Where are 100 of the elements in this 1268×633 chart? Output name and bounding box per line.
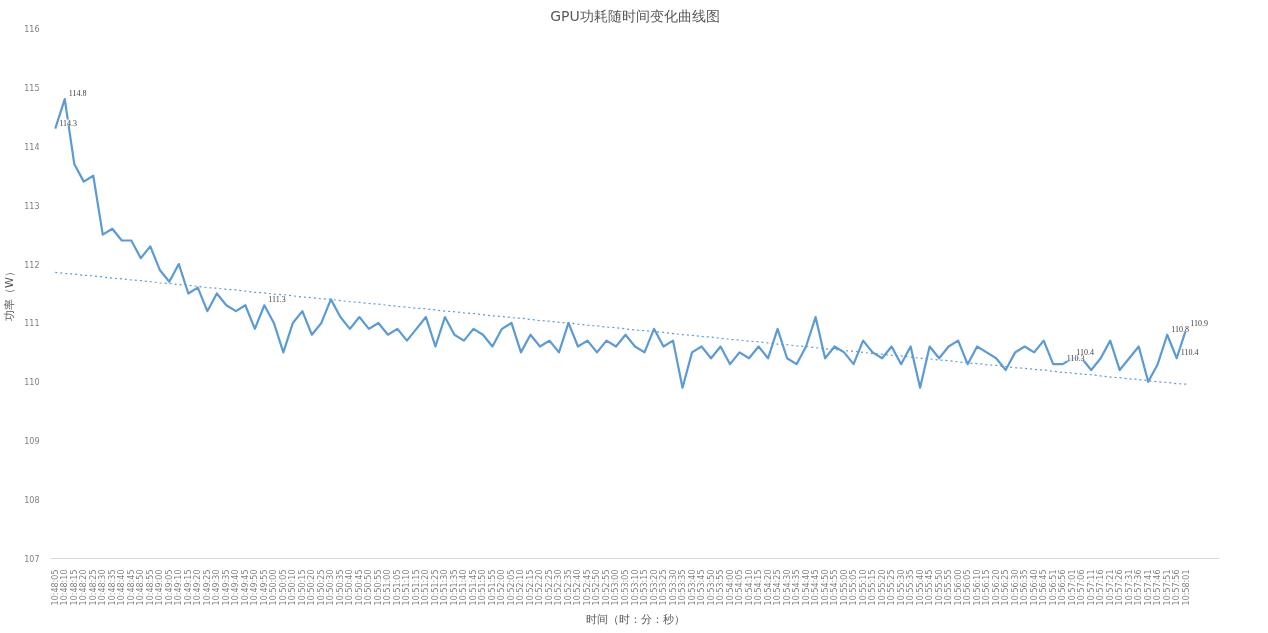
x-tick-label: 10:55:25 [887,569,897,606]
x-tick-label: 10:49:05 [164,569,174,606]
x-tick-label: 10:48:20 [79,569,89,606]
x-tick-label: 10:55:00 [839,569,849,606]
x-tick-label: 10:56:56 [1058,569,1068,606]
x-tick-label: 10:50:50 [364,569,374,606]
x-tick-label: 10:54:20 [763,569,773,606]
x-tick-label: 10:57:06 [1077,569,1087,606]
x-tick-label: 10:55:45 [925,569,935,606]
x-tick-label: 10:49:35 [221,569,231,606]
x-tick-label: 10:48:50 [136,569,146,606]
x-tick-label: 10:53:05 [621,569,630,606]
x-tick-label: 10:52:25 [544,569,554,606]
x-tick-label: 10:49:40 [231,569,241,606]
x-tick-label: 10:50:35 [335,569,345,606]
x-tick-label: 10:54:10 [744,569,754,606]
x-tick-label: 10:53:10 [630,569,640,606]
x-tick-label: 10:53:15 [640,569,649,606]
x-tick-label: 10:52:30 [554,569,564,606]
x-tick-label: 10:48:45 [126,569,136,606]
x-tick-label: 10:53:50 [706,569,716,606]
x-tick-label: 10:50:55 [373,569,383,606]
x-tick-label: 10:53:20 [649,569,659,606]
y-tick-label: 111 [24,319,40,329]
y-axis-title: 功率（W） [3,266,17,321]
x-tick-label: 10:56:40 [1029,569,1039,606]
x-tick-label: 10:51:50 [478,569,488,606]
x-tick-label: 10:57:11 [1086,569,1096,606]
x-tick-label: 10:51:40 [459,569,469,606]
x-tick-label: 10:49:30 [212,569,222,606]
y-tick-label: 113 [24,201,40,211]
x-tick-label: 10:53:55 [716,569,726,606]
x-tick-label: 10:56:30 [1010,569,1020,606]
x-tick-label: 10:50:45 [354,569,364,606]
x-tick-label: 10:48:40 [117,569,127,606]
x-tick-label: 10:54:50 [820,569,830,606]
y-tick-label: 110 [24,378,40,388]
x-tick-label: 10:49:50 [250,569,260,606]
data-label: 111.3 [268,295,286,305]
x-tick-label: 10:56:51 [1048,569,1058,606]
x-tick-label: 10:51:15 [411,569,421,606]
x-tick-label: 10:55:05 [849,569,859,606]
x-tick-label: 10:55:15 [868,569,878,606]
y-tick-label: 115 [24,83,40,93]
x-tick-label: 10:49:55 [259,569,269,606]
x-axis-title: 时间（时：分：秒） [585,613,685,627]
x-tick-label: 10:53:35 [678,569,688,606]
x-tick-label: 10:49:20 [193,569,203,606]
y-tick-label: 107 [24,555,40,564]
x-tick-label: 10:57:46 [1153,569,1163,606]
x-tick-label: 10:52:15 [525,569,535,606]
x-tick-label: 10:51:35 [449,569,459,606]
x-tick-label: 10:55:40 [915,569,925,606]
x-tick-label: 10:48:05 [50,569,60,606]
x-tick-label: 10:57:26 [1115,569,1125,606]
x-tick-label: 10:52:20 [535,569,545,606]
x-tick-label: 10:54:25 [773,569,783,606]
y-tick-label: 109 [24,437,40,447]
x-tick-label: 10:57:56 [1172,569,1182,606]
x-tick-label: 10:57:16 [1096,569,1106,606]
x-tick-label: 10:55:55 [944,569,954,606]
x-tick-label: 10:55:10 [858,569,868,606]
chart-title: GPU功耗随时间变化曲线图 [550,7,720,24]
data-label: 110.9 [1190,318,1208,328]
x-tick-label: 10:48:35 [107,569,117,606]
y-tick-label: 108 [24,496,40,506]
x-tick-label: 10:54:40 [801,569,811,606]
x-tick-label: 10:52:55 [601,569,611,606]
x-tick-label: 10:49:10 [174,569,184,606]
y-tick-label: 116 [24,25,40,34]
x-tick-label: 10:49:15 [183,569,193,606]
x-tick-label: 10:51:20 [421,569,431,606]
x-tick-label: 10:52:05 [506,569,516,606]
x-tick-label: 10:50:20 [307,569,317,606]
x-tick-label: 10:57:01 [1067,569,1077,606]
x-tick-label: 10:54:15 [754,569,764,606]
x-tick-label: 10:56:20 [991,569,1001,606]
x-tick-label: 10:50:05 [278,569,288,606]
x-tick-label: 10:48:30 [98,569,108,606]
x-tick-label: 10:49:00 [155,569,165,606]
x-tick-label: 10:52:35 [563,569,573,606]
x-tick-label: 10:52:45 [582,569,592,606]
x-tick-label: 10:54:00 [725,569,735,606]
x-tick-label: 10:54:30 [782,569,792,606]
x-tick-label: 10:50:15 [297,569,307,606]
x-tick-label: 10:54:55 [830,569,840,606]
x-tick-label: 10:51:30 [440,569,450,606]
x-tick-label: 10:57:21 [1105,569,1115,606]
x-tick-label: 10:53:25 [659,569,669,606]
x-tick-label: 10:48:25 [88,569,98,606]
x-tick-label: 10:49:45 [240,569,250,606]
x-tick-label: 10:48:15 [69,569,79,606]
x-tick-label: 10:56:00 [953,569,963,606]
x-tick-label: 10:57:51 [1162,569,1172,606]
x-tick-label: 10:55:30 [896,569,906,606]
x-tick-label: 10:57:31 [1124,569,1134,606]
x-tick-label: 10:53:45 [697,569,707,606]
x-tick-label: 10:52:10 [516,569,526,606]
x-tick-label: 10:50:30 [326,569,336,606]
x-tick-label: 10:56:15 [982,569,992,606]
